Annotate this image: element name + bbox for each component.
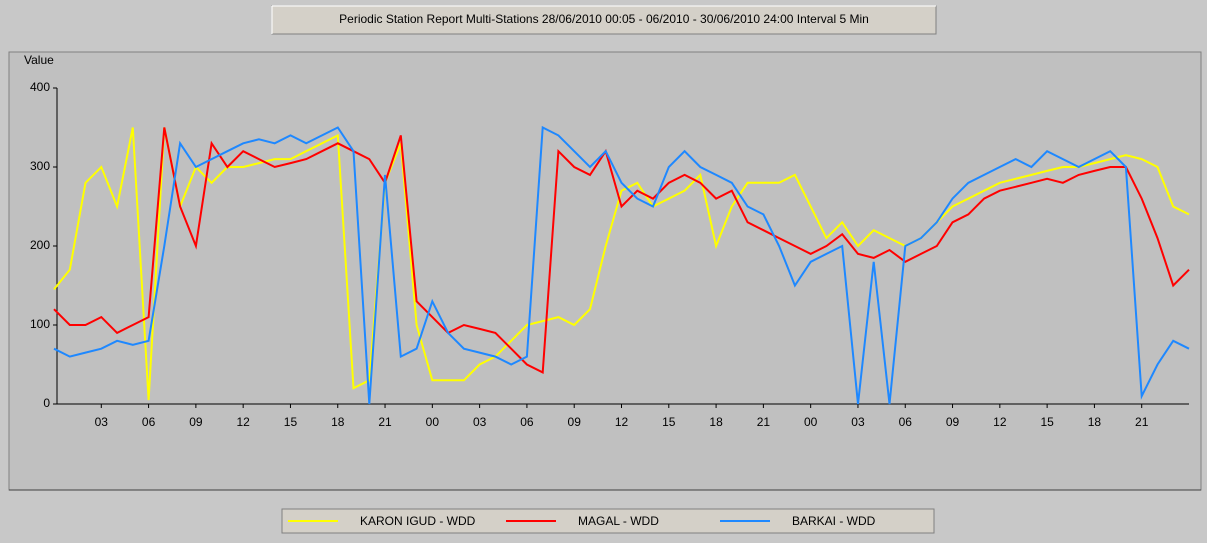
x-tick-label: 00	[426, 415, 440, 429]
x-tick-label: 03	[95, 415, 109, 429]
y-axis-label: Value	[24, 53, 54, 67]
x-tick-label: 15	[1040, 415, 1054, 429]
x-tick-label: 03	[851, 415, 865, 429]
x-tick-label: 21	[757, 415, 771, 429]
y-tick-label: 0	[43, 396, 50, 410]
y-tick-label: 200	[30, 238, 50, 252]
x-tick-label: 12	[615, 415, 629, 429]
series-line	[53, 127, 1190, 401]
chart-title: Periodic Station Report Multi-Stations 2…	[339, 12, 869, 26]
x-tick-label: 21	[1135, 415, 1149, 429]
x-tick-label: 06	[142, 415, 156, 429]
x-tick-label: 15	[284, 415, 298, 429]
x-tick-label: 18	[1088, 415, 1102, 429]
y-tick-label: 400	[30, 80, 50, 94]
x-tick-label: 00	[804, 415, 818, 429]
x-tick-label: 12	[993, 415, 1007, 429]
x-tick-label: 12	[236, 415, 250, 429]
series-line	[53, 125, 1190, 405]
legend-label: KARON IGUD - WDD	[360, 514, 476, 528]
x-tick-label: 09	[189, 415, 203, 429]
chart-panel	[8, 51, 1202, 491]
x-tick-label: 18	[709, 415, 723, 429]
legend-label: MAGAL - WDD	[578, 514, 659, 528]
title-box	[271, 5, 937, 35]
x-tick-label: 09	[946, 415, 960, 429]
legend-label: BARKAI - WDD	[792, 514, 876, 528]
x-tick-label: 06	[520, 415, 534, 429]
series-line	[53, 127, 1190, 374]
x-tick-label: 06	[899, 415, 913, 429]
y-tick-label: 100	[30, 317, 50, 331]
x-tick-label: 09	[568, 415, 582, 429]
x-tick-label: 18	[331, 415, 345, 429]
legend-box	[281, 508, 935, 534]
x-tick-label: 03	[473, 415, 487, 429]
x-tick-label: 21	[378, 415, 392, 429]
x-tick-label: 15	[662, 415, 676, 429]
y-tick-label: 300	[30, 159, 50, 173]
